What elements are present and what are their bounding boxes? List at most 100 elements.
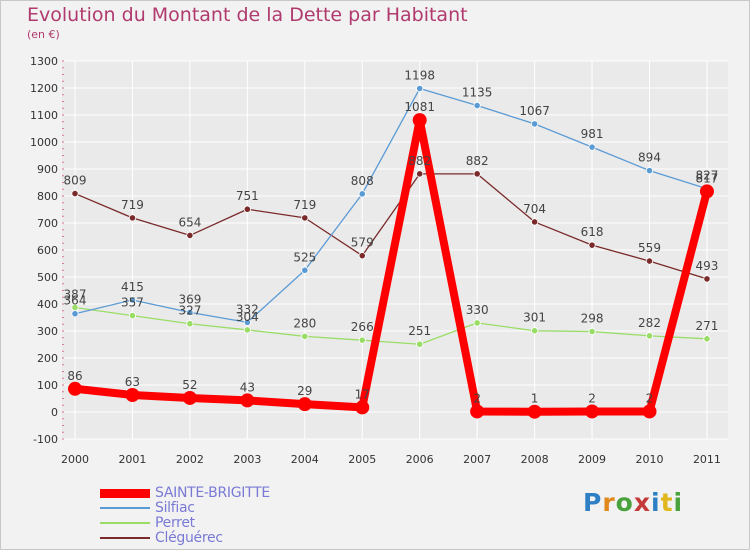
data-label: 86 xyxy=(67,369,82,383)
data-point xyxy=(527,404,542,419)
legend-swatch xyxy=(100,507,150,509)
y-tick-label: 1200 xyxy=(30,82,58,95)
y-tick-label: 1000 xyxy=(30,136,58,149)
data-point xyxy=(588,241,596,249)
data-point xyxy=(125,387,140,402)
x-tick-label: 2007 xyxy=(463,453,491,466)
x-tick-label: 2002 xyxy=(176,453,204,466)
data-point xyxy=(128,296,137,304)
data-label: 17 xyxy=(355,387,370,401)
series-line-silfiac xyxy=(74,87,708,324)
data-label: 2 xyxy=(588,391,596,405)
data-label: 1135 xyxy=(462,86,493,100)
data-point xyxy=(243,205,251,213)
data-point xyxy=(358,336,366,344)
legend-swatch xyxy=(100,489,150,498)
data-point xyxy=(355,400,370,415)
data-label: 1067 xyxy=(519,104,550,118)
legend-label: SAINTE-BRIGITTE xyxy=(155,485,270,501)
y-tick-label: 800 xyxy=(37,190,58,203)
data-label: 327 xyxy=(178,304,201,318)
data-point xyxy=(473,101,481,110)
legend-swatch xyxy=(100,537,150,539)
y-tick-label: 200 xyxy=(37,352,58,365)
data-label: 654 xyxy=(178,215,201,229)
chart-title: Evolution du Montant de la Dette par Hab… xyxy=(27,4,468,26)
x-tick-label: 2003 xyxy=(233,453,261,466)
legend-label: Cléguérec xyxy=(155,530,223,546)
x-tick-label: 2000 xyxy=(61,453,89,466)
data-point xyxy=(703,335,711,343)
data-point xyxy=(186,308,194,316)
data-label: 415 xyxy=(121,280,144,294)
series-line-perret xyxy=(74,306,708,345)
data-point xyxy=(182,390,197,405)
y-tick-label: -100 xyxy=(33,433,58,446)
data-point xyxy=(358,252,366,260)
data-label: 387 xyxy=(64,288,87,302)
proxiti-logo: Proxiti xyxy=(583,488,684,517)
data-point xyxy=(297,397,312,412)
data-label: 808 xyxy=(351,174,374,188)
data-point xyxy=(645,257,654,265)
x-tick-label: 2010 xyxy=(636,453,664,466)
data-label: 298 xyxy=(581,312,604,326)
data-point xyxy=(703,275,711,283)
data-label: 618 xyxy=(581,225,604,239)
data-point xyxy=(588,327,596,336)
x-tick-label: 2006 xyxy=(406,453,434,466)
data-point xyxy=(699,184,714,199)
data-point xyxy=(301,332,309,340)
data-point xyxy=(71,310,79,318)
x-tick-label: 2009 xyxy=(578,453,606,466)
legend-label: Silfiac xyxy=(155,500,195,516)
data-label: 364 xyxy=(64,294,87,308)
data-label: 332 xyxy=(236,302,259,316)
data-label: 63 xyxy=(125,375,140,389)
data-label: 894 xyxy=(638,151,661,165)
series-line-sainte-brigitte xyxy=(71,116,711,416)
data-label: 704 xyxy=(523,202,546,216)
y-tick-label: 500 xyxy=(37,271,58,284)
data-point xyxy=(416,170,424,178)
x-tick-label: 2001 xyxy=(118,453,146,466)
legend-label: Perret xyxy=(155,515,195,531)
data-point xyxy=(645,332,654,340)
data-point xyxy=(416,340,424,348)
y-tick-label: 300 xyxy=(37,325,58,338)
data-label: 357 xyxy=(121,296,144,310)
data-point xyxy=(416,84,424,93)
data-label: 29 xyxy=(297,384,312,398)
data-point xyxy=(645,167,654,175)
data-label: 301 xyxy=(523,311,546,325)
data-point xyxy=(588,143,596,151)
data-point xyxy=(186,231,194,240)
data-point xyxy=(470,404,485,419)
y-tick-label: 1100 xyxy=(30,109,58,122)
x-tick-label: 2011 xyxy=(693,453,721,466)
data-point xyxy=(128,214,137,222)
data-label: 827 xyxy=(695,169,718,183)
data-label: 719 xyxy=(293,198,316,212)
data-point xyxy=(186,320,194,328)
data-point xyxy=(530,327,539,335)
data-label: 304 xyxy=(236,310,259,324)
data-label: 1198 xyxy=(404,69,435,83)
data-point xyxy=(301,214,309,222)
data-point xyxy=(243,318,251,326)
data-label: 43 xyxy=(240,380,255,394)
y-tick-label: 600 xyxy=(37,244,58,257)
data-point xyxy=(530,120,539,128)
data-label: 525 xyxy=(293,250,316,264)
data-point xyxy=(473,319,481,327)
data-label: 52 xyxy=(182,378,197,392)
data-label: 2 xyxy=(646,391,654,405)
data-label: 266 xyxy=(351,320,374,334)
data-label: 981 xyxy=(581,127,604,141)
data-point xyxy=(358,190,366,198)
data-point xyxy=(71,189,79,198)
data-label: 882 xyxy=(408,154,431,168)
data-label: 282 xyxy=(638,316,661,330)
data-label: 559 xyxy=(638,241,661,255)
